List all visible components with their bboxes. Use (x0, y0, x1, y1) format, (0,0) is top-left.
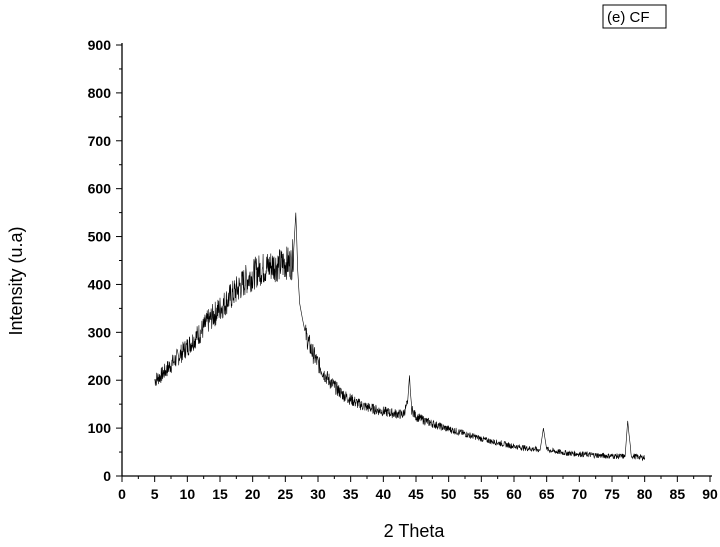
x-tick-label: 0 (118, 486, 126, 502)
y-tick-label: 900 (88, 37, 112, 53)
y-tick-label: 100 (88, 420, 112, 436)
series-line (154, 212, 645, 462)
y-tick-label: 300 (88, 324, 112, 340)
y-tick-label: 400 (88, 276, 112, 292)
y-axis-ticks: 0 100 200 300 400 500 600 700 800 900 (88, 37, 122, 484)
y-tick-label: 700 (88, 133, 112, 149)
x-tick-label: 5 (151, 486, 159, 502)
x-tick-label: 30 (310, 486, 326, 502)
y-axis-title: Intensity (u.a) (6, 226, 26, 335)
series-layer (154, 212, 645, 462)
x-tick-label: 60 (506, 486, 522, 502)
x-tick-label: 35 (343, 486, 359, 502)
x-tick-label: 55 (474, 486, 490, 502)
legend-box (602, 4, 667, 29)
x-tick-label: 40 (376, 486, 392, 502)
y-tick-label: 600 (88, 181, 112, 197)
legend-label: (e) CF (607, 9, 650, 26)
y-tick-label: 800 (88, 85, 112, 101)
legend: (e) CF (602, 4, 667, 29)
x-tick-label: 85 (670, 486, 686, 502)
x-tick-label: 25 (278, 486, 294, 502)
x-tick-label: 20 (245, 486, 261, 502)
y-tick-label: 500 (88, 229, 112, 245)
x-tick-label: 80 (637, 486, 653, 502)
x-tick-label: 10 (180, 486, 196, 502)
x-tick-label: 65 (539, 486, 555, 502)
x-tick-label: 15 (212, 486, 228, 502)
x-tick-label: 50 (441, 486, 457, 502)
x-tick-label: 75 (604, 486, 620, 502)
axes (121, 43, 712, 477)
y-tick-label: 0 (103, 468, 111, 484)
x-tick-label: 70 (572, 486, 588, 502)
x-tick-label: 90 (702, 486, 718, 502)
x-axis-title: 2 Theta (384, 521, 446, 541)
y-tick-label: 200 (88, 372, 112, 388)
x-tick-label: 45 (408, 486, 424, 502)
x-axis-ticks: 0 5 10 15 20 25 30 35 40 45 50 55 60 65 70 75 80 85 90 (118, 476, 718, 502)
